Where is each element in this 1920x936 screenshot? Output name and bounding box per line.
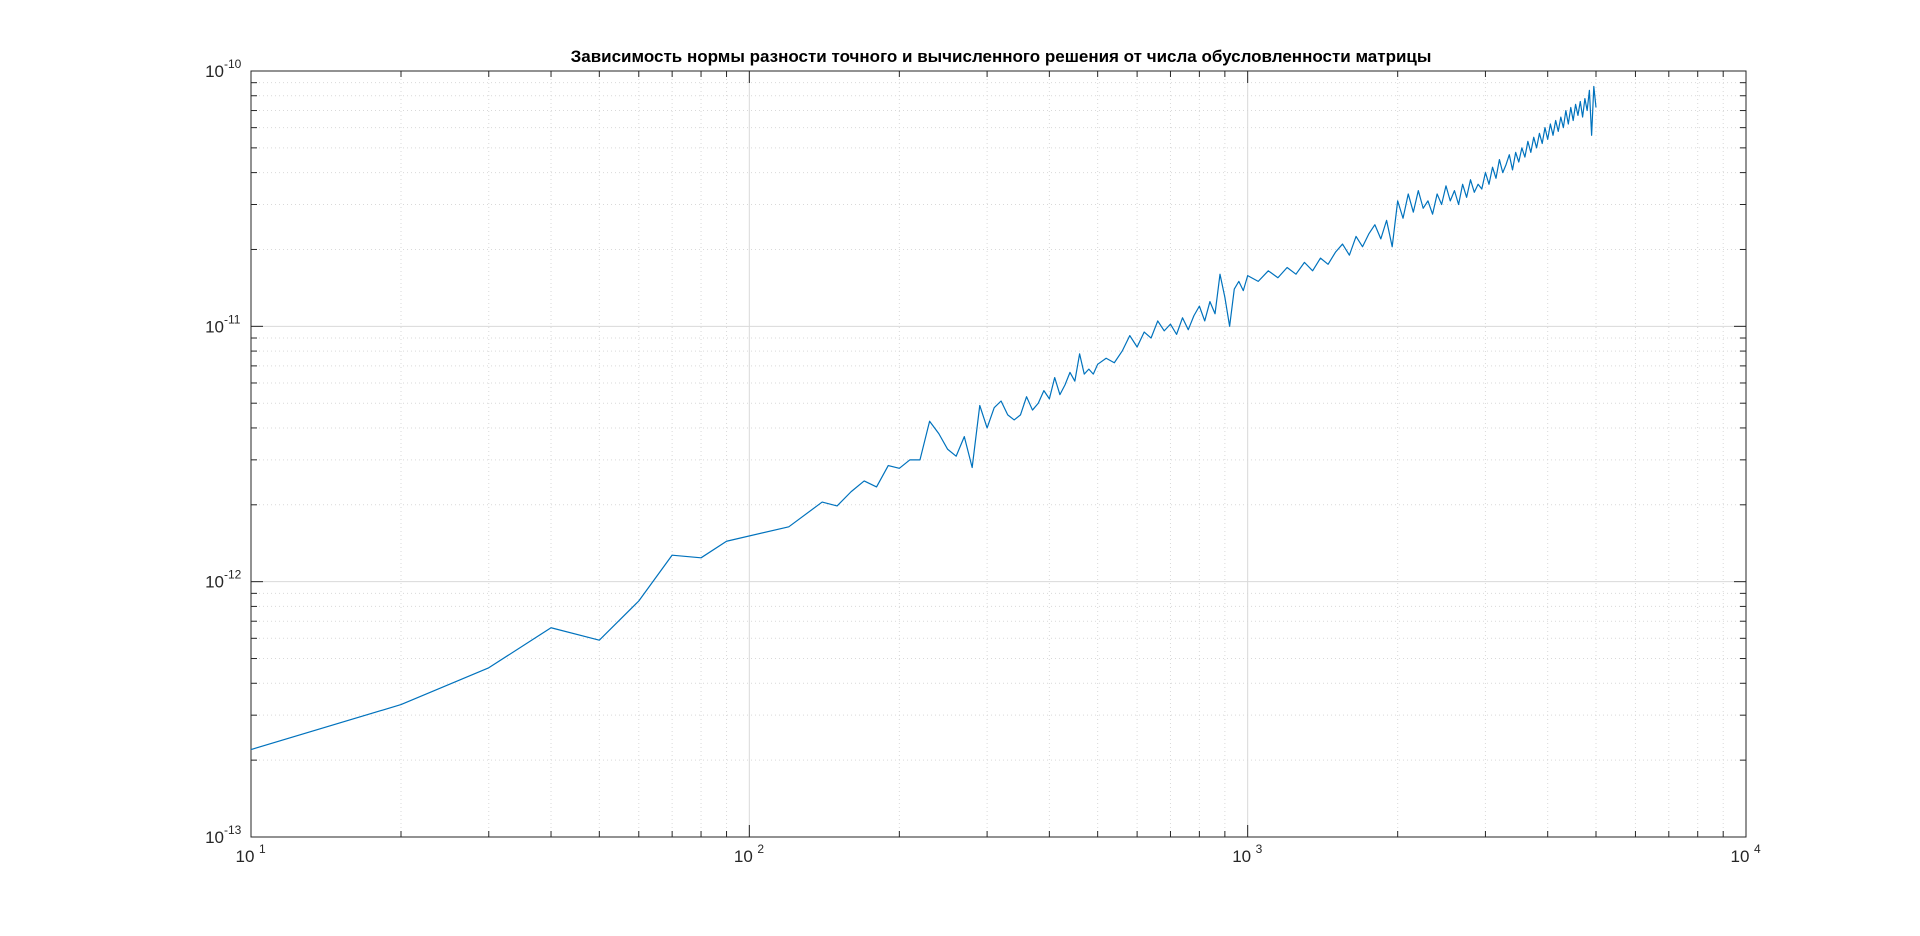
x-tick-label-exponent: 1: [259, 842, 266, 856]
y-tick-label: 10: [205, 828, 224, 847]
y-tick-label-exponent: -11: [224, 312, 241, 326]
x-tick-label-exponent: 3: [1256, 842, 1263, 856]
x-tick-label: 10: [1232, 847, 1251, 866]
x-tick-label-exponent: 4: [1754, 842, 1761, 856]
y-tick-label: 10: [205, 62, 224, 81]
x-tick-label: 10: [1731, 847, 1750, 866]
series-layer: [250, 85, 1597, 751]
y-tick-label-exponent: -13: [224, 823, 242, 837]
axes-box: [250, 70, 1747, 838]
x-tick-label-exponent: 2: [757, 842, 764, 856]
x-tick-label: 10: [236, 847, 255, 866]
y-tick-label: 10: [205, 317, 224, 336]
plot-area-border: [250, 70, 1747, 838]
chart-title: Зависимость нормы разности точного и выч…: [571, 47, 1432, 66]
y-tick-label-exponent: -12: [224, 568, 242, 582]
series-line: [250, 85, 1597, 751]
y-tick-label: 10: [205, 573, 224, 592]
y-tick-label-exponent: -10: [224, 57, 242, 71]
x-tick-label: 10: [734, 847, 753, 866]
